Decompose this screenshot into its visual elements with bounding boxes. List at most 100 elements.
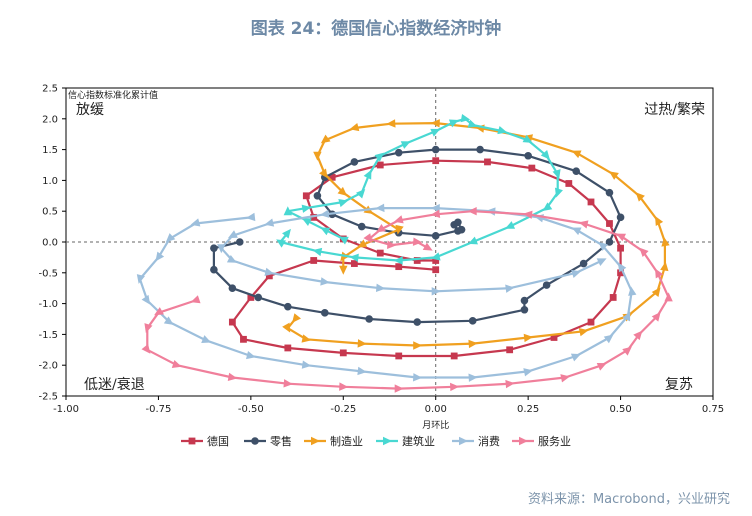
y-tick-label: -1.5 [38, 330, 58, 341]
y-tick-label: 0.5 [42, 207, 58, 218]
legend-marker [459, 436, 468, 446]
data-point [312, 247, 323, 257]
data-point [505, 221, 516, 229]
data-point [506, 346, 514, 354]
data-point [338, 236, 349, 245]
data-point [422, 242, 433, 251]
data-point [560, 374, 571, 383]
data-point [457, 225, 466, 234]
data-point [240, 335, 247, 343]
data-point [528, 164, 536, 172]
data-point [337, 186, 348, 196]
data-point [393, 215, 404, 224]
data-point [320, 134, 331, 144]
x-axis-label: 月环比 [422, 419, 449, 431]
data-point [284, 344, 292, 352]
series-3 [282, 119, 670, 350]
data-point [226, 254, 237, 263]
quadrant-label-boom: 过热/繁荣 [644, 102, 705, 118]
data-point [432, 257, 440, 264]
data-point [596, 362, 607, 371]
data-point [313, 151, 322, 161]
x-tick-label: 0.25 [517, 404, 539, 415]
data-point [283, 206, 292, 216]
data-point [412, 373, 423, 382]
data-point [497, 125, 508, 135]
data-point [468, 339, 478, 349]
data-point [375, 203, 385, 213]
data-point [245, 212, 256, 222]
data-point [505, 379, 515, 389]
data-point [136, 274, 145, 284]
y-tick-label: -1.0 [38, 299, 58, 310]
data-point [661, 237, 670, 247]
data-point [276, 239, 287, 248]
data-point [376, 161, 384, 169]
y-axis-label: 信心指数标准化累计值 [68, 89, 158, 101]
legend-label: 建筑业 [402, 434, 435, 448]
data-point [375, 283, 386, 293]
quadrant-label-recession: 低迷/衰退 [84, 376, 145, 393]
legend-marker [311, 436, 320, 446]
data-point [454, 218, 462, 227]
data-point [587, 318, 595, 326]
data-point [605, 238, 614, 246]
data-point [387, 240, 397, 250]
data-point [154, 307, 164, 316]
x-tick-label: 0.00 [425, 404, 447, 415]
legend-marker [188, 437, 196, 445]
data-point [227, 372, 238, 381]
data-point [617, 269, 624, 277]
data-point [339, 382, 349, 391]
data-point [357, 239, 368, 248]
quadrant-label-recovery: 复苏 [665, 376, 693, 393]
data-point [431, 232, 440, 240]
legend-label: 德国 [207, 434, 229, 448]
data-point [254, 293, 263, 302]
data-point [394, 384, 404, 393]
data-point [570, 353, 581, 362]
data-point [605, 188, 614, 197]
data-point [321, 309, 329, 317]
data-point [468, 317, 477, 325]
y-tick-label: 1.0 [42, 176, 58, 187]
data-point [587, 198, 595, 206]
data-point [247, 294, 255, 301]
legend: 德国 零售 制造业 建筑业 消费 服务业 [181, 434, 571, 448]
legend-item: 消费 [452, 434, 500, 448]
data-point [357, 366, 367, 376]
y-tick-label: -0.5 [38, 268, 58, 279]
data-point [141, 294, 151, 305]
data-point [228, 284, 237, 293]
data-point [432, 157, 440, 165]
series-line [286, 121, 667, 347]
series-layer [136, 113, 673, 393]
data-point [430, 119, 440, 128]
data-point [616, 213, 625, 222]
data-point [144, 323, 153, 333]
data-point [523, 333, 534, 343]
data-point [349, 253, 359, 263]
data-point [617, 244, 624, 252]
y-tick-label: 2.0 [42, 114, 58, 125]
data-point [598, 241, 608, 251]
series-line [138, 207, 633, 379]
data-point [393, 256, 403, 265]
data-point [301, 360, 312, 369]
data-point [394, 148, 403, 157]
data-point [628, 286, 637, 296]
data-point [319, 209, 330, 218]
x-tick-label: -1.00 [53, 404, 79, 415]
data-point [339, 265, 348, 275]
data-point [395, 263, 403, 271]
data-point [635, 192, 645, 202]
data-point [282, 322, 291, 333]
data-point [301, 204, 312, 213]
data-point [246, 350, 256, 360]
data-point [386, 119, 396, 128]
data-point [622, 311, 631, 322]
data-point [554, 187, 563, 198]
data-point [210, 244, 218, 252]
data-point [523, 210, 533, 219]
data-point [505, 284, 515, 293]
